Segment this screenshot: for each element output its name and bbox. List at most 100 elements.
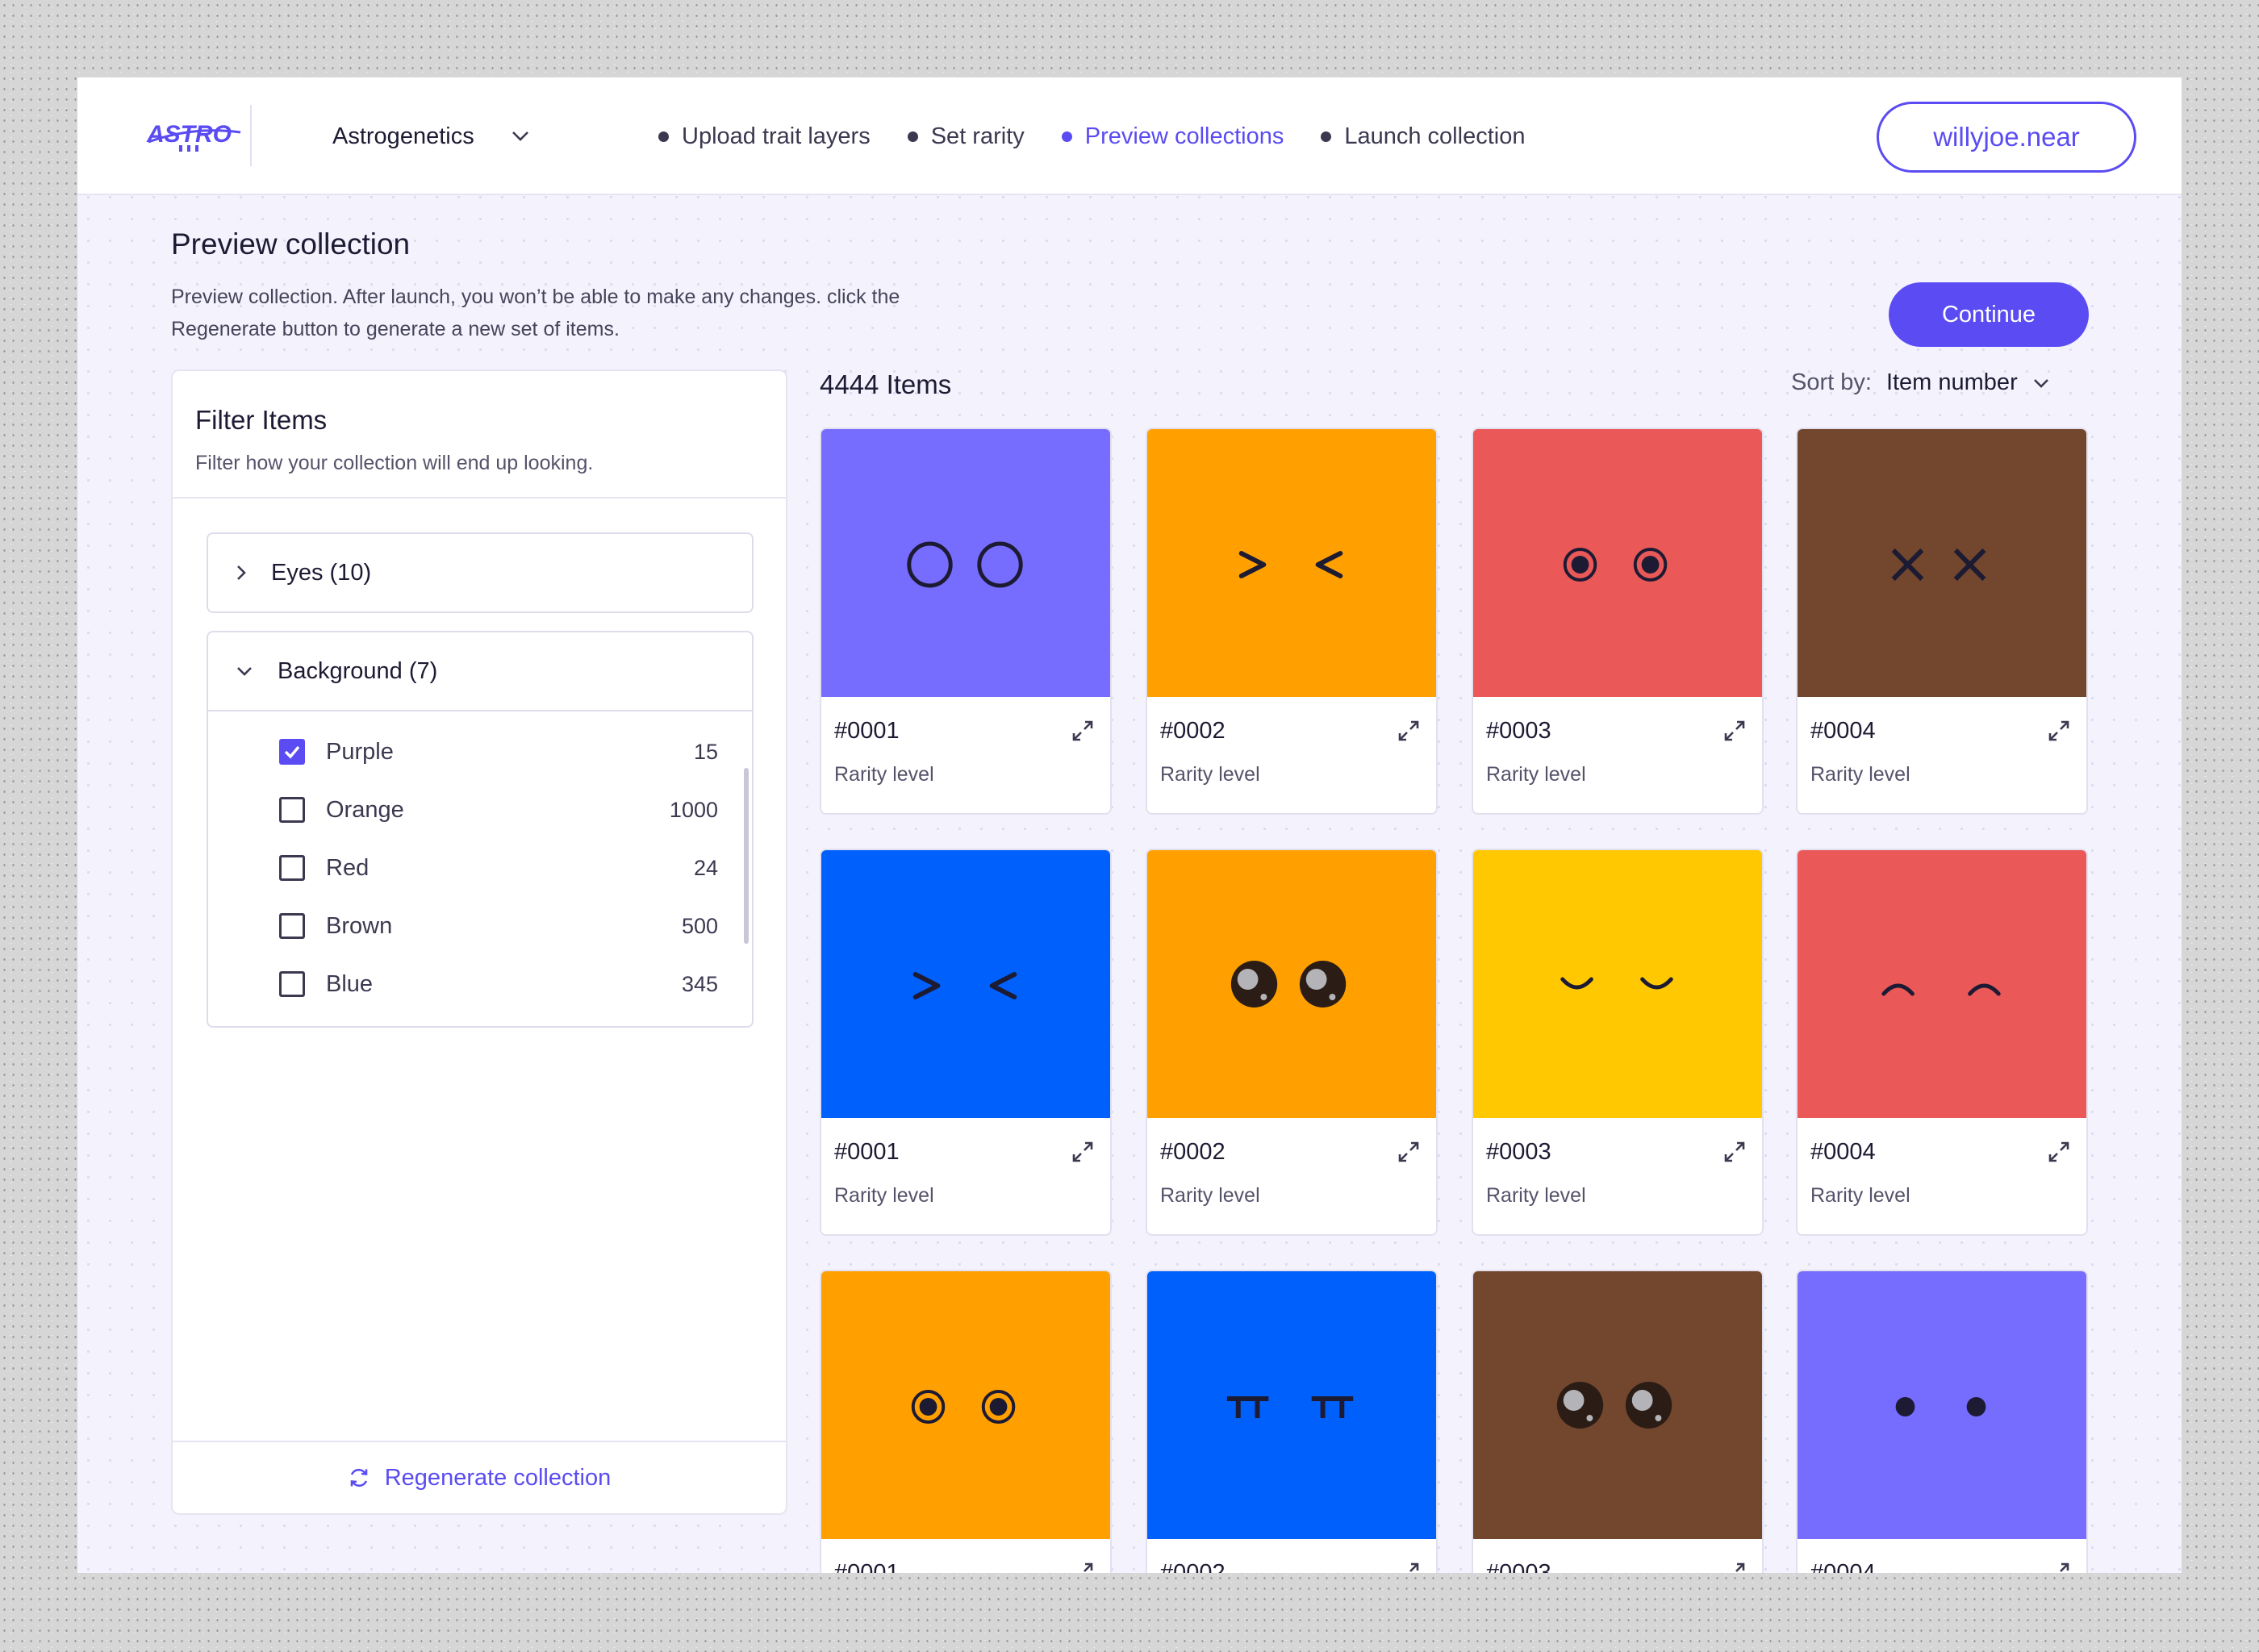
page-title: Preview collection (171, 227, 411, 261)
item-number: #0003 (1486, 718, 1551, 744)
item-number: #0001 (834, 1560, 900, 1573)
item-card[interactable]: #0004 Rarity level (1796, 849, 2088, 1236)
option-count: 24 (693, 855, 718, 880)
eyes-group-header[interactable]: Eyes (10) (208, 534, 752, 611)
filter-option-blue[interactable]: Blue 345 (208, 955, 752, 1013)
chevron-down-icon (237, 667, 252, 676)
item-artwork (821, 850, 1110, 1118)
item-number: #0003 (1486, 1560, 1551, 1573)
expand-icon[interactable] (1394, 716, 1423, 745)
item-rarity: Rarity level (834, 763, 934, 786)
item-number: #0002 (1160, 718, 1226, 744)
item-rarity: Rarity level (1486, 1184, 1586, 1207)
step-dot-icon (907, 131, 918, 142)
regenerate-button[interactable]: Regenerate collection (173, 1441, 786, 1513)
item-rarity: Rarity level (1810, 1184, 1910, 1207)
step-label: Upload trait layers (682, 123, 871, 149)
dot-eyes-icon (1895, 1397, 1986, 1416)
checkbox[interactable] (279, 797, 305, 823)
project-name: Astrogenetics (332, 123, 474, 149)
background-options: Purple 15 Orange 1000 Red 24 Brown 500 (208, 711, 752, 1013)
chevron-down-icon (512, 131, 528, 141)
step-set-rarity[interactable]: Set rarity (907, 123, 1025, 150)
squint-eyes-icon (1238, 551, 1343, 578)
expand-icon[interactable] (1068, 716, 1097, 745)
checkbox-checked[interactable] (279, 739, 305, 765)
shiny-eyes-icon (1556, 1382, 1672, 1429)
logo-divider (250, 105, 252, 166)
checkbox[interactable] (279, 913, 305, 939)
filter-option-orange[interactable]: Orange 1000 (208, 781, 752, 839)
expand-icon[interactable] (2044, 1558, 2073, 1573)
sort-label: Sort by: (1791, 369, 1872, 395)
expand-icon[interactable] (1394, 1137, 1423, 1166)
expand-icon[interactable] (1720, 716, 1749, 745)
filter-subtitle: Filter how your collection will end up l… (195, 452, 594, 474)
item-card[interactable]: #0003 Rarity level (1472, 428, 1764, 815)
option-count: 15 (693, 739, 718, 764)
tt-eyes-icon (1226, 1396, 1354, 1418)
expand-icon[interactable] (1068, 1137, 1097, 1166)
step-label: Launch collection (1344, 123, 1526, 149)
item-number: #0004 (1810, 718, 1876, 744)
background-filter-group: Background (7) Purple 15 Orange 1000 (207, 631, 754, 1028)
item-number: #0004 (1810, 1560, 1876, 1573)
item-number: #0003 (1486, 1139, 1551, 1165)
check-icon (284, 745, 300, 759)
step-preview-collections[interactable]: Preview collections (1061, 123, 1284, 150)
account-button[interactable]: willyjoe.near (1877, 102, 2136, 173)
filter-panel: Filter Items Filter how your collection … (171, 369, 787, 1515)
item-rarity: Rarity level (1486, 763, 1586, 786)
project-selector[interactable]: Astrogenetics (332, 116, 529, 156)
option-name: Orange (326, 796, 404, 823)
item-artwork (1147, 850, 1436, 1118)
astro-logo[interactable]: ASTRO (145, 118, 245, 153)
continue-button[interactable]: Continue (1889, 282, 2089, 347)
step-upload-trait-layers[interactable]: Upload trait layers (658, 123, 871, 150)
checkbox[interactable] (279, 855, 305, 881)
option-name: Red (326, 854, 370, 881)
expand-icon[interactable] (1068, 1558, 1097, 1573)
expand-icon[interactable] (2044, 716, 2073, 745)
shiny-eyes-icon (1230, 961, 1347, 1007)
happy-closed-eyes-icon (1560, 977, 1673, 990)
item-artwork (1473, 429, 1762, 697)
item-number: #0001 (834, 1139, 900, 1165)
arc-eyes-icon (1881, 983, 2001, 996)
x-eyes-icon (1891, 548, 1986, 582)
group-label: Eyes (10) (271, 559, 372, 586)
expand-icon[interactable] (1720, 1558, 1749, 1573)
item-card[interactable]: #0003 Rarity level (1472, 849, 1764, 1236)
background-group-header[interactable]: Background (7) (208, 632, 752, 711)
filter-option-purple[interactable]: Purple 15 (208, 723, 752, 781)
step-nav: Upload trait layers Set rarity Preview c… (658, 116, 1525, 156)
expand-icon[interactable] (1720, 1137, 1749, 1166)
options-scrollbar[interactable] (744, 768, 749, 944)
checkbox[interactable] (279, 971, 305, 997)
expand-icon[interactable] (1394, 1558, 1423, 1573)
option-name: Blue (326, 970, 374, 997)
item-artwork (1473, 1271, 1762, 1539)
filter-option-red[interactable]: Red 24 (208, 839, 752, 897)
sort-dropdown[interactable]: Sort by: Item number (1791, 369, 2050, 396)
expand-icon[interactable] (2044, 1137, 2073, 1166)
step-launch-collection[interactable]: Launch collection (1321, 123, 1525, 150)
item-number: #0002 (1160, 1560, 1226, 1573)
filter-option-brown[interactable]: Brown 500 (208, 897, 752, 955)
app-window: ASTRO Astrogenetics Upload trait layers … (77, 77, 2182, 1573)
step-label: Set rarity (930, 123, 1025, 149)
item-artwork (1798, 850, 2086, 1118)
item-artwork (821, 1271, 1110, 1539)
item-artwork (1147, 1271, 1436, 1539)
item-number: #0004 (1810, 1139, 1876, 1165)
item-artwork (1798, 1271, 2086, 1539)
